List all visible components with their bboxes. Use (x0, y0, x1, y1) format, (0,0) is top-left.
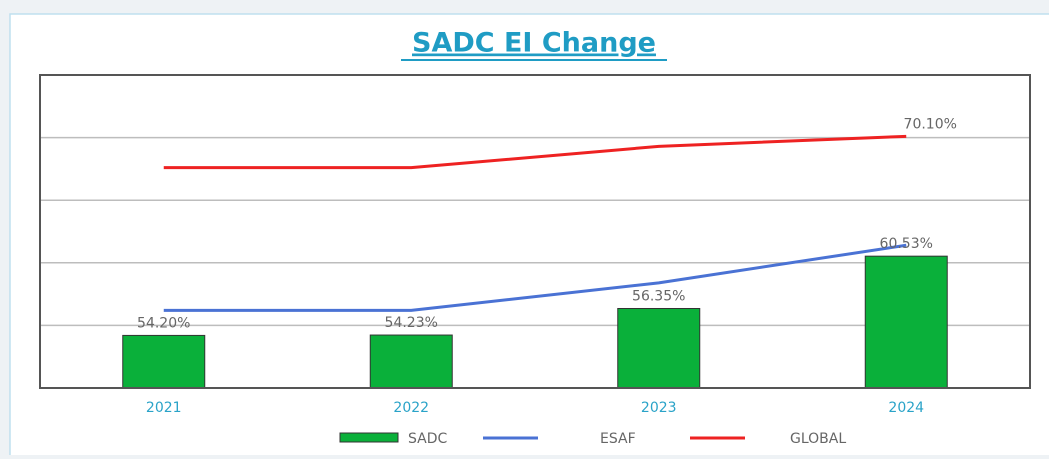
data-label: 70.10% (904, 116, 957, 132)
x-tick-label: 2024 (888, 400, 924, 416)
bar (617, 307, 701, 389)
bar (122, 334, 206, 389)
data-label: 54.23% (385, 315, 438, 331)
legend-label: ESAF (600, 431, 636, 447)
line (163, 134, 907, 170)
data-label: 54.20% (137, 315, 190, 331)
data-label: 56.35% (632, 288, 685, 304)
chart-title: SADC EI Change (412, 28, 656, 59)
plot-frame (39, 74, 1031, 389)
data-label: 60.53% (880, 236, 933, 252)
x-tick-label: 2023 (641, 400, 677, 416)
legend-swatch (339, 432, 399, 443)
marks: 54.20% 54.23% 56.35% 60.53% 70.10% (122, 116, 957, 389)
x-tick-label: 2021 (146, 400, 182, 416)
x-tick-label: 2022 (393, 400, 429, 416)
line (163, 243, 907, 312)
bar (369, 334, 453, 389)
legend-label: SADC (408, 431, 448, 447)
legend: SADC ESAF GLOBAL (339, 431, 846, 447)
legend-label: GLOBAL (790, 431, 846, 447)
bar (864, 255, 948, 389)
